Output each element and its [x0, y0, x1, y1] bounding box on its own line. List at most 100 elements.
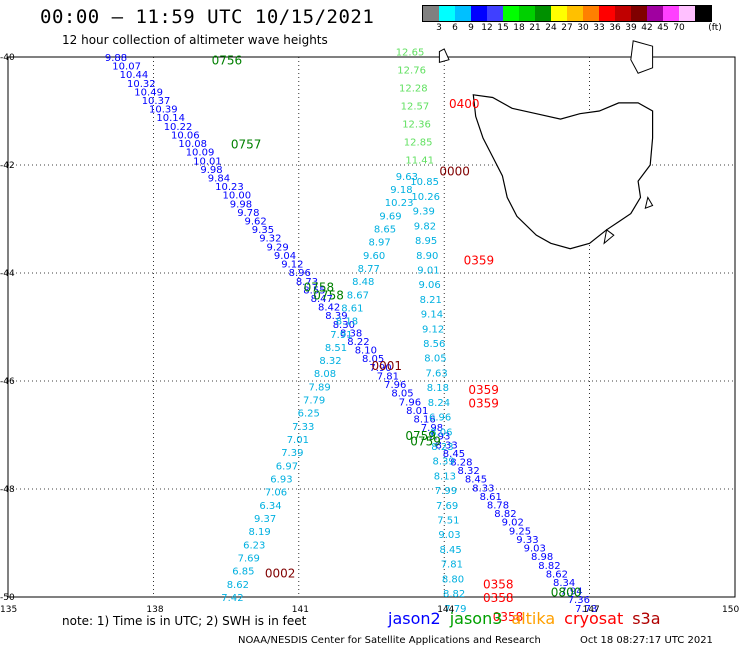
wave-height-value: 7.69 [238, 554, 260, 565]
latitude-label: -40 [0, 53, 15, 63]
wave-height-value: 6.97 [276, 461, 298, 472]
credit-text: NOAA/NESDIS Center for Satellite Applica… [238, 635, 541, 646]
wave-height-value: 9.02 [502, 518, 524, 529]
legend-swatch [503, 6, 519, 21]
pass-time-label: 0358 [493, 610, 524, 624]
wave-height-value: 9.62 [245, 217, 267, 228]
legend-label: 9 [468, 23, 474, 33]
pass-time-label: 0759 [410, 434, 441, 448]
wave-height-value: 8.18 [427, 383, 449, 394]
wave-height-value: 6.23 [243, 540, 265, 551]
wave-height-value: 8.90 [416, 251, 438, 262]
legend-labels: 3 6 9 12 15 18 21 24 27 30 33 36 39 42 45 70 (ft) [422, 22, 722, 34]
wave-height-value: 7.36 [568, 595, 590, 606]
legend-label: 21 [529, 23, 541, 33]
wave-height-value: 12.85 [404, 138, 433, 149]
wave-height-value: 6.96 [429, 413, 451, 424]
wave-height-value: 8.33 [472, 483, 494, 494]
wave-height-value: 8.05 [362, 354, 384, 365]
wave-height-value: 6.25 [298, 409, 320, 420]
pass-time-label: 0757 [231, 137, 262, 151]
wave-height-value: 8.80 [442, 574, 464, 585]
wave-height-value: 8.08 [314, 369, 336, 380]
legend-swatch [647, 6, 663, 21]
wave-height-value: 7.42 [221, 593, 243, 604]
wave-height-value: 9.84 [208, 174, 230, 185]
wave-height-value: 8.18 [336, 317, 358, 328]
satellite-name: altika [511, 609, 556, 628]
wave-height-value: 8.16 [414, 415, 436, 426]
pass-time-label: 0400 [449, 97, 480, 111]
legend-label: 3 [436, 23, 442, 33]
wave-height-value: 8.13 [434, 471, 456, 482]
legend-swatch [567, 6, 583, 21]
wave-height-value: 9.01 [417, 266, 439, 277]
wave-height-value: 8.62 [546, 569, 568, 580]
pass-time-label: 0758 [304, 281, 335, 295]
wave-height-value: 12.65 [396, 48, 425, 59]
legend-label: 45 [657, 23, 669, 33]
wave-height-value: 8.51 [325, 343, 347, 354]
wave-height-value: 9.69 [379, 211, 401, 222]
wave-height-value: 9.37 [254, 514, 276, 525]
legend-label: 33 [593, 23, 605, 33]
wave-height-value: 10.32 [127, 79, 156, 90]
wave-height-value: 8.78 [487, 501, 509, 512]
color-legend: 3 6 9 12 15 18 21 24 27 30 33 36 39 42 45 70 (ft) [422, 5, 722, 34]
wave-height-value: 8.05 [391, 389, 413, 400]
wave-height-value: 7.33 [292, 422, 314, 433]
wave-height-value: 10.22 [164, 122, 193, 133]
wave-height-value: 7.81 [377, 371, 399, 382]
wave-height-value: 8.01 [406, 406, 428, 417]
wave-height-value: 8.39 [325, 311, 347, 322]
pass-time-label: 0002 [265, 567, 296, 581]
map-frame [7, 56, 736, 598]
pass-time-label: 0759 [405, 429, 436, 443]
legend-label: 18 [513, 23, 525, 33]
legend-swatch [695, 6, 711, 21]
wave-height-value: 8.77 [358, 264, 380, 275]
island-outline [644, 196, 654, 209]
wave-height-value: 8.95 [415, 236, 437, 247]
wave-height-value: 7.79 [444, 604, 466, 615]
wave-height-value: 10.49 [134, 87, 163, 98]
map-border [7, 56, 736, 598]
wave-height-value: 8.33 [436, 440, 458, 451]
longitude-label: 138 [146, 605, 163, 615]
legend-label: 12 [481, 23, 493, 33]
wave-height-value: 7.81 [441, 560, 463, 571]
wave-height-value: 7.89 [309, 382, 331, 393]
pass-time-label: 0000 [439, 164, 470, 178]
tasmania-coastline [438, 40, 654, 250]
wave-height-value: 8.97 [369, 238, 391, 249]
island-outline [630, 40, 654, 74]
wave-height-value: 8.55 [303, 285, 325, 296]
wave-height-value: 9.06 [419, 280, 441, 291]
wave-height-value: 8.73 [296, 277, 318, 288]
wave-height-value: 12.57 [401, 102, 430, 113]
wave-height-value: 8.30 [333, 320, 355, 331]
wave-height-value: 6.85 [232, 567, 254, 578]
legend-label: 27 [561, 23, 573, 33]
legend-label: 6 [452, 23, 458, 33]
wave-height-value: 8.45 [440, 545, 462, 556]
wave-height-value: 8.23 [431, 442, 453, 453]
wave-height-value: 8.45 [465, 475, 487, 486]
latitude-label: -50 [0, 593, 15, 603]
time-labels: 0756075704000000035907580758000103590359… [212, 54, 582, 624]
satellite-name: jason2 [388, 609, 441, 628]
legend-label: 70 [673, 23, 685, 33]
wave-height-value: 7.79 [303, 396, 325, 407]
legend-swatch [615, 6, 631, 21]
wave-height-value: 10.00 [223, 191, 252, 202]
wave-height-value: 10.44 [120, 70, 149, 81]
legend-swatch [487, 6, 503, 21]
legend-unit: (ft) [708, 23, 722, 33]
wave-height-value: 10.01 [193, 156, 222, 167]
wave-height-value: 9.25 [509, 526, 531, 537]
wave-height-value: 7.73 [575, 604, 597, 615]
legend-label: 30 [577, 23, 589, 33]
wave-height-value: 8.96 [289, 268, 311, 279]
legend-swatch [471, 6, 487, 21]
wave-height-value: 9.33 [516, 535, 538, 546]
